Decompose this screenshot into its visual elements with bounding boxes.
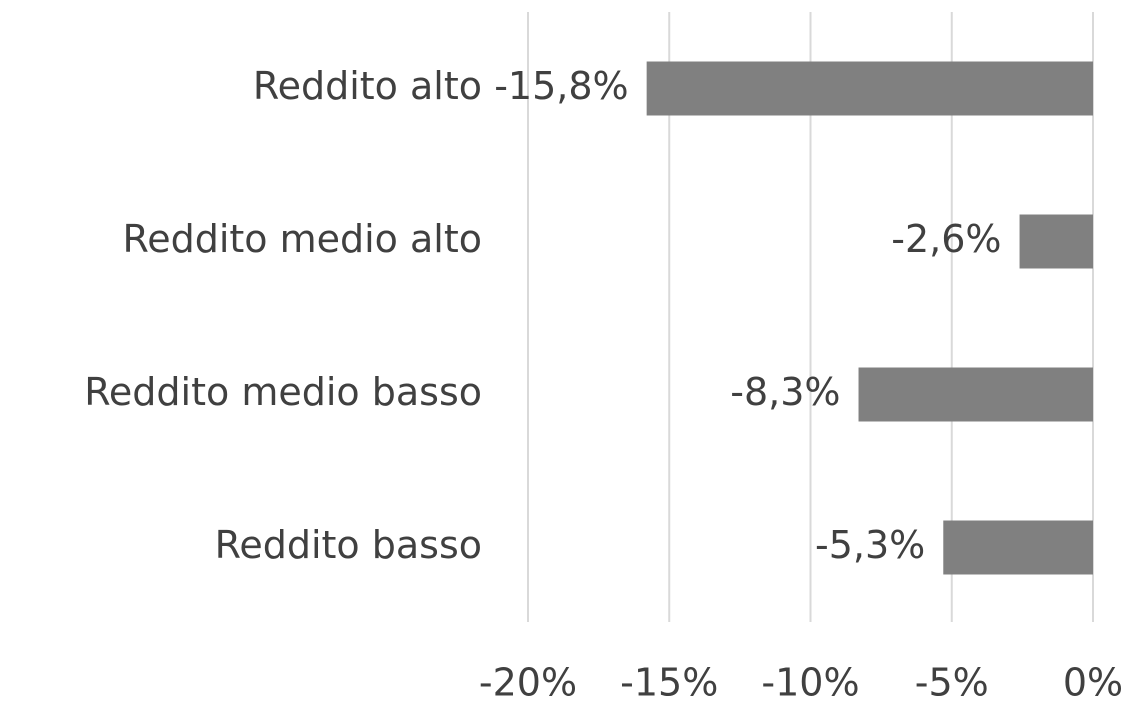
bar xyxy=(858,367,1093,422)
x-tick-label: -15% xyxy=(620,661,718,705)
bar xyxy=(1019,214,1093,269)
value-label: -15,8% xyxy=(494,64,628,108)
bar xyxy=(646,61,1093,116)
value-label: -2,6% xyxy=(891,217,1001,261)
category-label: Reddito basso xyxy=(215,523,482,567)
bar xyxy=(943,520,1093,575)
value-label: -5,3% xyxy=(815,523,925,567)
x-tick-label: -20% xyxy=(479,661,577,705)
x-tick-label: 0% xyxy=(1063,661,1123,705)
x-tick-label: -5% xyxy=(915,661,989,705)
category-label: Reddito medio basso xyxy=(84,370,482,414)
category-label: Reddito medio alto xyxy=(123,217,483,261)
value-label: -8,3% xyxy=(730,370,840,414)
x-tick-label: -10% xyxy=(761,661,859,705)
category-label: Reddito alto xyxy=(253,64,482,108)
